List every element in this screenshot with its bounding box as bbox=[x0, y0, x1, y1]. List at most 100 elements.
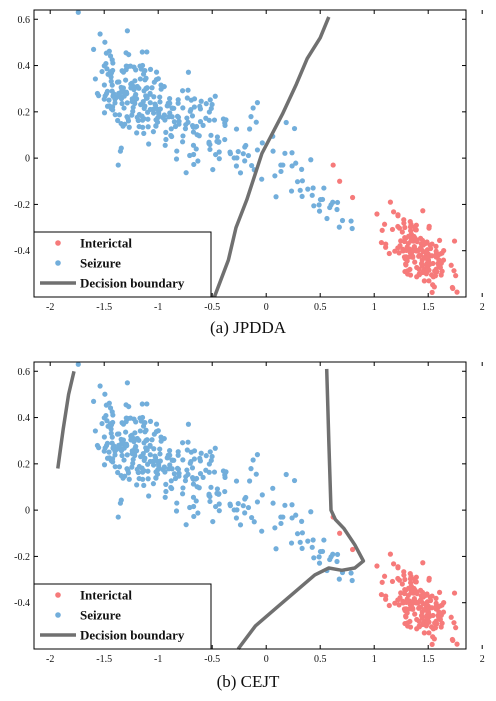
interictal-point bbox=[424, 599, 431, 605]
seizure-point bbox=[126, 476, 132, 482]
seizure-point bbox=[216, 149, 222, 155]
seizure-point bbox=[227, 503, 234, 509]
seizure-point bbox=[140, 124, 146, 130]
interictal-point bbox=[417, 597, 423, 604]
seizure-point bbox=[293, 512, 299, 518]
interictal-point bbox=[437, 603, 443, 609]
seizure-point bbox=[134, 130, 140, 136]
seizure-point bbox=[101, 434, 107, 440]
interictal-point bbox=[390, 561, 397, 567]
seizure-point bbox=[216, 501, 222, 507]
seizure-point bbox=[245, 504, 252, 511]
seizure-point bbox=[190, 481, 197, 487]
seizure-point bbox=[187, 504, 193, 511]
seizure-point bbox=[207, 97, 213, 103]
seizure-point bbox=[99, 68, 105, 75]
seizure-point bbox=[190, 142, 197, 148]
seizure-point bbox=[299, 178, 305, 184]
x-tick-label: 0.5 bbox=[314, 302, 327, 313]
seizure-point bbox=[163, 136, 169, 143]
seizure-point bbox=[137, 428, 143, 434]
seizure-point bbox=[150, 129, 157, 135]
seizure-point bbox=[119, 100, 125, 107]
interictal-point bbox=[412, 235, 418, 241]
seizure-point bbox=[328, 202, 334, 208]
scatter-chart-jpdda: -2 -1.5 -1 -0.5 0 0.5 1 1.5 2 -0.4 -0.2 0 0.2 0.4 0.6 I… bbox=[14, 9, 485, 313]
x-tick-label: 0.5 bbox=[314, 654, 327, 665]
interictal-point bbox=[420, 621, 426, 628]
seizure-point bbox=[214, 486, 221, 492]
interictal-point bbox=[379, 227, 385, 233]
interictal-point bbox=[374, 563, 380, 569]
x-tick-label: 0 bbox=[264, 654, 269, 665]
seizure-point bbox=[240, 151, 246, 157]
seizure-point bbox=[157, 94, 163, 100]
interictal-point bbox=[392, 600, 398, 606]
interictal-point bbox=[426, 223, 432, 229]
seizure-point bbox=[106, 400, 112, 406]
seizure-point bbox=[250, 457, 256, 463]
seizure-point bbox=[174, 465, 181, 471]
seizure-point bbox=[184, 115, 190, 121]
interictal-point bbox=[416, 605, 422, 611]
seizure-point bbox=[254, 499, 261, 505]
seizure-point bbox=[108, 78, 114, 84]
seizure-point bbox=[168, 478, 174, 484]
interictal-point bbox=[433, 603, 439, 609]
interictal-point bbox=[402, 576, 408, 583]
seizure-point bbox=[161, 435, 167, 442]
interictal-point bbox=[407, 576, 414, 582]
seizure-point bbox=[259, 528, 265, 534]
seizure-point bbox=[145, 124, 151, 130]
seizure-point bbox=[141, 457, 147, 463]
seizure-point bbox=[297, 539, 303, 545]
x-tick-label: -2 bbox=[46, 302, 54, 313]
seizure-point bbox=[163, 129, 169, 135]
seizure-point bbox=[184, 467, 190, 473]
legend: Interictal Seizure Decision boundary bbox=[33, 583, 212, 650]
seizure-point bbox=[242, 510, 248, 516]
interictal-point bbox=[417, 245, 423, 252]
seizure-point bbox=[174, 113, 181, 119]
x-tick-label: 0 bbox=[264, 302, 269, 313]
seizure-point bbox=[150, 458, 156, 464]
seizure-point bbox=[115, 162, 121, 168]
seizure-point bbox=[203, 101, 209, 107]
seizure-point bbox=[185, 421, 192, 427]
seizure-point bbox=[193, 498, 199, 504]
seizure-point bbox=[197, 119, 204, 125]
seizure-point bbox=[125, 470, 132, 476]
seizure-point bbox=[196, 133, 202, 139]
seizure-point bbox=[334, 558, 340, 565]
seizure-point bbox=[136, 111, 142, 118]
seizure-point bbox=[75, 361, 81, 367]
seizure-point bbox=[75, 9, 81, 15]
legend-seizure-marker bbox=[55, 260, 61, 266]
seizure-point bbox=[106, 48, 112, 54]
seizure-point bbox=[349, 577, 355, 584]
seizure-point bbox=[132, 452, 138, 459]
seizure-point bbox=[273, 546, 279, 552]
seizure-point bbox=[270, 500, 276, 506]
seizure-point bbox=[191, 104, 197, 110]
seizure-point bbox=[101, 96, 107, 102]
seizure-point bbox=[272, 173, 278, 179]
seizure-point bbox=[137, 76, 143, 82]
seizure-point bbox=[253, 471, 259, 477]
seizure-point bbox=[207, 449, 213, 455]
seizure-point bbox=[310, 537, 316, 543]
interictal-point bbox=[402, 620, 408, 627]
seizure-point bbox=[145, 476, 151, 482]
interictal-point bbox=[419, 237, 426, 244]
seizure-point bbox=[153, 123, 159, 129]
seizure-point bbox=[193, 146, 199, 152]
interictal-point bbox=[437, 616, 443, 623]
seizure-point bbox=[106, 97, 112, 103]
seizure-point bbox=[187, 152, 193, 159]
seizure-point bbox=[92, 76, 98, 82]
seizure-point bbox=[184, 95, 190, 101]
interictal-point bbox=[454, 289, 460, 295]
seizure-point bbox=[278, 168, 284, 175]
seizure-point bbox=[213, 151, 219, 158]
interictal-point bbox=[390, 209, 397, 215]
